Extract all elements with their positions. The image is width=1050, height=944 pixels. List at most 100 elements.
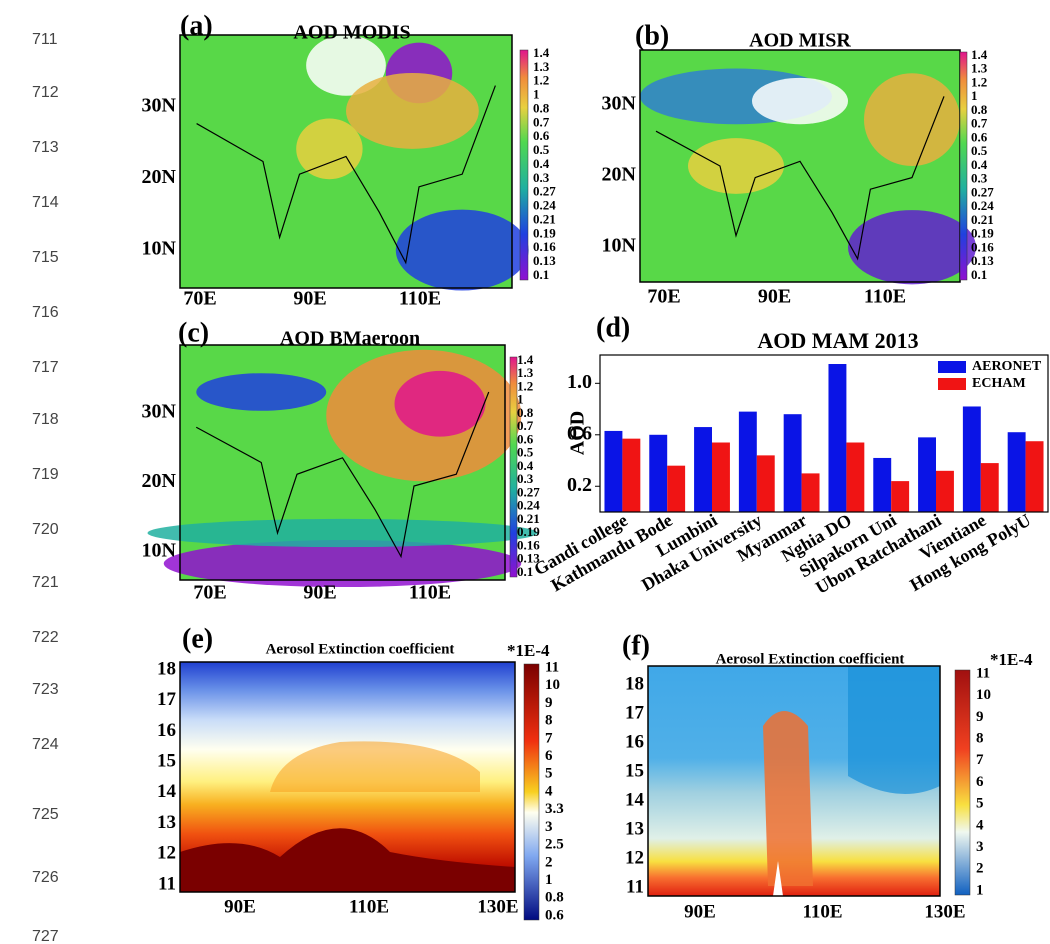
colorbar-label: 0.1	[533, 267, 549, 282]
x-tick-label: 110E	[399, 288, 441, 310]
panel: (c) AOD BMaeroon 30N 20N 10N 70E 90E 110E 1.41.3…	[142, 317, 541, 603]
panel: (b) AOD MISR 30N 20N 10N 70E 90E 110E 1.41.31.21…	[602, 20, 995, 307]
x-tick-label: 90E	[303, 582, 336, 604]
colorbar-label: 1.4	[533, 45, 550, 60]
y-tick-label: 14	[625, 789, 645, 810]
line-number: 723	[32, 681, 59, 698]
y-tick-label: 1.0	[567, 371, 592, 393]
contour	[763, 711, 813, 886]
x-tick-label: 110E	[802, 901, 842, 922]
legend-swatch	[938, 361, 966, 373]
contour	[848, 666, 940, 794]
colorbar-label: 0.5	[971, 143, 988, 158]
map-patch	[306, 35, 386, 96]
colorbar-label: 0.13	[533, 253, 556, 268]
colorbar-label: 0.19	[517, 524, 540, 539]
x-tick-label: 110E	[349, 896, 389, 917]
plot-frame	[599, 354, 1049, 513]
line-number: 719	[32, 466, 59, 483]
bar	[828, 364, 847, 512]
colorbar-label: 0.3	[971, 171, 988, 186]
bar	[980, 463, 999, 512]
y-tick-label: 18	[625, 673, 644, 694]
y-tick-label: 16	[157, 720, 176, 741]
panel: (a) AOD MODIS 30N 20N 10N 70E 90E 110E 1.41.31.2…	[142, 10, 557, 309]
panel-label: (b)	[635, 20, 669, 51]
colorbar-label: 1.2	[533, 73, 549, 88]
colorbar-label: 0.6	[533, 128, 550, 143]
colorbar-label: 4	[545, 783, 553, 799]
line-number: 718	[32, 411, 59, 428]
panel-title: AOD MODIS	[293, 22, 410, 44]
y-tick-label: 11	[158, 873, 176, 894]
panel-title: Aerosol Extinction coefficient	[716, 651, 905, 667]
colorbar-label: 0.27	[517, 484, 540, 499]
bar	[756, 455, 775, 512]
colorbar-label: 8	[545, 713, 553, 729]
colorbar-label: 0.3	[517, 471, 534, 486]
frame	[179, 34, 513, 289]
colorbar-label: 0.6	[517, 431, 534, 446]
colorbar-label: 1	[971, 88, 978, 103]
y-tick-label: 20N	[602, 164, 637, 186]
y-tick-label: 17	[625, 702, 645, 723]
bar	[694, 427, 712, 512]
line-number: 726	[32, 869, 59, 886]
x-tick-label: 130E	[477, 896, 518, 917]
map-patch	[848, 210, 976, 285]
x-tick-label: 90E	[758, 286, 791, 308]
panel-title: AOD BMaeroon	[280, 328, 420, 350]
line-number: 720	[32, 521, 59, 538]
contour	[270, 741, 480, 792]
line-number: 714	[32, 194, 59, 211]
unit-label: *1E-4	[990, 650, 1033, 669]
y-tick-label: 13	[157, 812, 176, 833]
legend-label: ECHAM	[972, 376, 1026, 391]
frame	[647, 665, 941, 897]
colorbar	[959, 51, 968, 281]
x-tick-label: 90E	[293, 288, 326, 310]
colorbar-label: 0.19	[533, 225, 556, 240]
bar	[891, 481, 910, 512]
x-tick-label: 90E	[224, 896, 256, 917]
colorbar-label: 0.6	[545, 907, 564, 923]
y-tick-label: 15	[157, 751, 176, 772]
colorbar-label: 10	[545, 677, 560, 693]
colorbar-label: 3.3	[545, 801, 564, 817]
unit-label: *1E-4	[507, 641, 550, 660]
colorbar-label: 3	[976, 839, 984, 855]
colorbar-label: 2	[545, 854, 553, 870]
colorbar-label: 5	[976, 796, 984, 812]
colorbar-label: 0.7	[517, 418, 534, 433]
coastline	[195, 391, 490, 559]
x-tick-label: 70E	[647, 286, 680, 308]
colorbar-label: 0.6	[971, 129, 988, 144]
y-tick-label: 0.2	[567, 474, 592, 496]
colorbar-label: 7	[976, 752, 984, 768]
y-tick-label: 30N	[142, 401, 177, 423]
colorbar	[954, 669, 971, 896]
colorbar-label: 1	[545, 872, 553, 888]
colorbar-label: 0.24	[533, 198, 556, 213]
colorbar-label: 0.16	[517, 537, 540, 552]
y-tick-label: 20N	[142, 470, 177, 492]
bar	[846, 442, 865, 512]
colorbar-label: 0.16	[533, 239, 556, 254]
map-patch	[688, 138, 784, 194]
panel-label: (e)	[182, 623, 213, 654]
colorbar-label: 0.13	[517, 551, 540, 566]
colorbar-label: 5	[545, 766, 553, 782]
y-tick-label: 12	[625, 847, 644, 868]
colorbar-label: 0.19	[971, 226, 994, 241]
colorbar-label: 0.8	[533, 100, 550, 115]
colorbar-label: 3	[545, 819, 553, 835]
map-patch	[752, 77, 848, 125]
colorbar-label: 0.1	[971, 267, 987, 282]
bar	[738, 411, 757, 512]
panel-label: (a)	[180, 10, 213, 41]
legend-swatch	[938, 378, 966, 390]
bar	[649, 434, 668, 512]
contour	[180, 828, 515, 892]
